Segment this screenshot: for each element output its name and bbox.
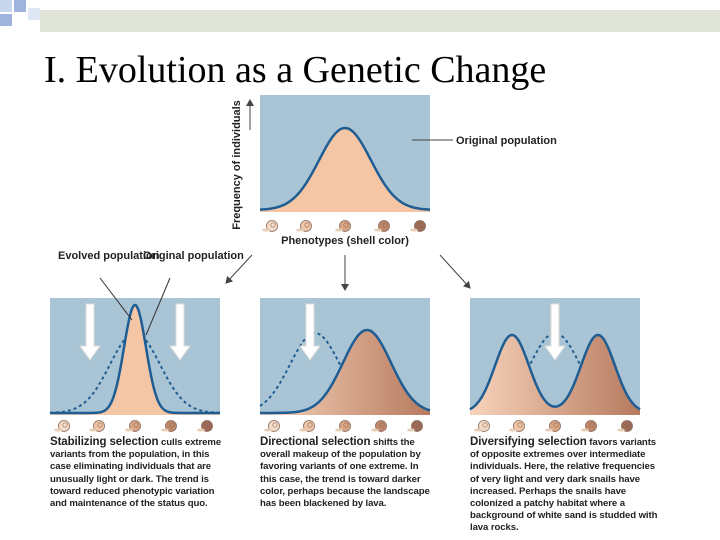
curve-fill xyxy=(260,330,430,415)
snail-foot xyxy=(89,428,97,432)
snail-spiral xyxy=(205,422,211,428)
snail-foot xyxy=(374,228,382,232)
snail-foot xyxy=(335,428,343,432)
snail-foot xyxy=(54,428,62,432)
caption-heading: Diversifying selection xyxy=(470,436,587,448)
snail-spiral xyxy=(272,422,278,428)
caption-heading: Directional selection xyxy=(260,436,371,448)
curve-fill xyxy=(50,305,220,415)
caption-text: shifts the overall makeup of the populat… xyxy=(260,437,430,510)
snail-spiral xyxy=(517,422,523,428)
snail-foot xyxy=(296,228,304,232)
caption: Stabilizing selection culls extreme vari… xyxy=(50,436,228,510)
snail-spiral xyxy=(418,222,424,228)
snail-spiral xyxy=(382,222,388,228)
curve xyxy=(260,328,431,415)
caption: Diversifying selection favors variants o… xyxy=(470,436,660,535)
snail-spiral xyxy=(304,222,310,228)
arrow xyxy=(439,254,471,289)
curve xyxy=(469,333,641,411)
curve xyxy=(260,126,430,211)
snail-foot xyxy=(509,428,517,432)
header-bar xyxy=(40,10,720,32)
decor xyxy=(0,0,12,12)
snail-foot xyxy=(197,428,205,432)
leader-line xyxy=(145,277,171,336)
selection-arrows xyxy=(79,303,566,361)
snail-spiral xyxy=(62,422,68,428)
snail-foot xyxy=(161,428,169,432)
caption-text: favors variants of opposite extremes ove… xyxy=(470,437,658,534)
snail-spiral xyxy=(343,422,349,428)
snail-foot xyxy=(264,428,272,432)
snail-foot xyxy=(125,428,133,432)
snail-foot xyxy=(617,428,625,432)
snail-foot xyxy=(335,228,343,232)
snail-spiral xyxy=(379,422,385,428)
caption: Directional selection shifts the overall… xyxy=(260,436,432,510)
snail-spiral xyxy=(270,222,276,228)
evolved-label: Evolved population xyxy=(58,250,160,262)
snail-spiral xyxy=(133,422,139,428)
caption-text: culls extreme variants from the populati… xyxy=(50,437,222,510)
snail-spiral xyxy=(482,422,488,428)
curve-fill xyxy=(260,128,430,212)
decor xyxy=(14,0,26,12)
leader-line xyxy=(99,277,133,321)
y-axis-label: Frequency of individuals xyxy=(231,100,243,230)
snail-foot xyxy=(299,428,307,432)
snail-foot xyxy=(371,428,379,432)
snail-spiral xyxy=(553,422,559,428)
snail-spiral xyxy=(415,422,421,428)
snail-spiral xyxy=(625,422,631,428)
snail-foot xyxy=(262,228,270,232)
x-axis-label: Phenotypes (shell color) xyxy=(281,235,409,247)
snail-spiral xyxy=(589,422,595,428)
caption-heading: Stabilizing selection xyxy=(50,436,159,448)
snail-spiral xyxy=(307,422,313,428)
decor xyxy=(0,14,12,26)
snail-foot xyxy=(407,428,415,432)
snail-foot xyxy=(545,428,553,432)
arrow xyxy=(225,254,253,284)
decor xyxy=(28,8,40,20)
slide-title: I. Evolution as a Genetic Change xyxy=(44,49,546,91)
snail-spiral xyxy=(97,422,103,428)
curve xyxy=(50,303,220,415)
snail-foot xyxy=(410,228,418,232)
curve-label: Original population xyxy=(456,135,557,147)
snail-foot xyxy=(581,428,589,432)
snail-foot xyxy=(474,428,482,432)
snail-spiral xyxy=(343,222,349,228)
original-label: Original population xyxy=(143,250,244,262)
curve-fill xyxy=(470,335,640,415)
snail-spiral xyxy=(169,422,175,428)
